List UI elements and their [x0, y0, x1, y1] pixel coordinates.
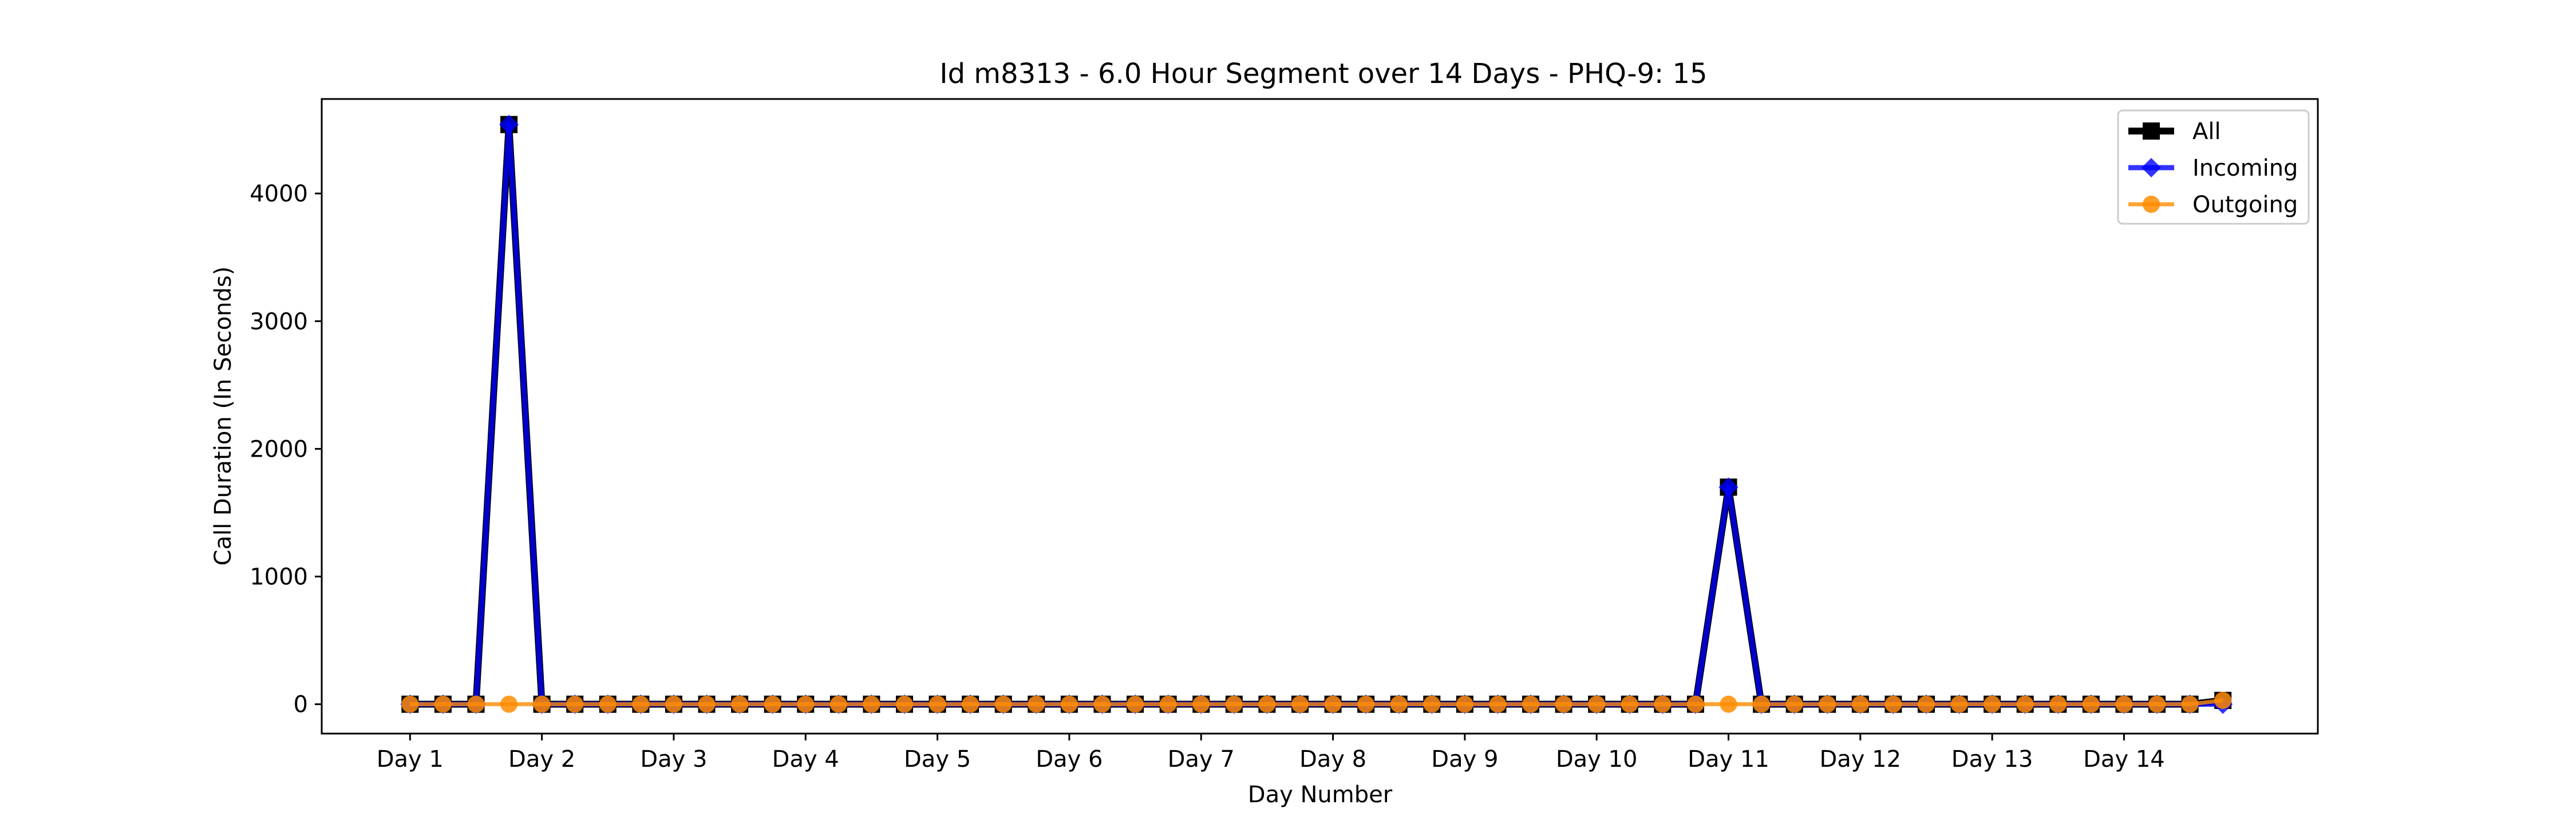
data-point-outgoing [1324, 695, 1342, 713]
x-tick-label: Day 10 [1556, 746, 1638, 772]
x-tick-label: Day 3 [640, 746, 707, 772]
x-axis-label: Day Number [1248, 782, 1393, 808]
y-tick-label: 3000 [250, 308, 308, 335]
data-point-outgoing [1720, 695, 1737, 713]
y-axis: 0 1000 2000 3000 4000 [250, 181, 322, 718]
data-point-incoming [1718, 477, 1739, 497]
data-point-outgoing [1456, 695, 1473, 713]
data-point-outgoing [1390, 695, 1408, 713]
data-point-outgoing [1423, 695, 1441, 713]
data-point-outgoing [1192, 695, 1210, 713]
legend-marker [2143, 122, 2160, 140]
data-point-outgoing [1588, 695, 1606, 713]
y-tick-label: 0 [294, 692, 308, 718]
y-tick-label: 4000 [250, 181, 308, 207]
data-point-outgoing [467, 695, 485, 713]
series-layer [400, 114, 2233, 714]
legend-label: All [2192, 118, 2221, 145]
data-point-outgoing [2181, 695, 2199, 713]
plot-frame [321, 98, 2319, 735]
data-point-outgoing [1060, 695, 1078, 713]
data-point-outgoing [2115, 695, 2133, 713]
data-point-outgoing [1819, 695, 1836, 713]
data-point-outgoing [1357, 695, 1375, 713]
x-tick-label: Day 4 [772, 746, 839, 772]
legend-label: Outgoing [2192, 192, 2298, 218]
data-point-outgoing [2148, 695, 2166, 713]
data-point-outgoing [1258, 695, 1276, 713]
data-point-outgoing [1093, 695, 1111, 713]
legend: All Incoming Outgoing [2117, 109, 2310, 225]
x-tick-label: Day 2 [508, 746, 575, 772]
data-point-outgoing [1984, 695, 2001, 713]
data-point-outgoing [1686, 695, 1704, 713]
data-point-outgoing [1291, 695, 1309, 713]
data-point-outgoing [599, 695, 617, 713]
x-tick-label: Day 8 [1299, 746, 1366, 772]
data-point-outgoing [632, 695, 650, 713]
data-point-outgoing [929, 695, 946, 713]
data-point-outgoing [797, 695, 815, 713]
legend-marker [2143, 196, 2160, 213]
data-point-outgoing [434, 695, 452, 713]
series-outgoing [401, 691, 2232, 713]
data-point-outgoing [1028, 695, 1045, 713]
x-tick-label: Day 9 [1431, 746, 1498, 772]
x-tick-label: Day 13 [1951, 746, 2033, 772]
data-point-outgoing [1127, 695, 1144, 713]
data-point-outgoing [1917, 695, 1935, 713]
data-point-outgoing [533, 695, 551, 713]
data-point-outgoing [863, 695, 880, 713]
data-point-outgoing [1159, 695, 1177, 713]
data-point-outgoing [2214, 691, 2232, 709]
data-point-outgoing [829, 695, 847, 713]
data-point-outgoing [1555, 695, 1573, 713]
legend-entry-incoming: Incoming [2128, 155, 2298, 181]
data-point-outgoing [1884, 695, 1902, 713]
data-point-outgoing [1621, 695, 1638, 713]
data-point-outgoing [566, 695, 584, 713]
data-point-outgoing [1950, 695, 1968, 713]
x-axis: Day 1 Day 2 Day 3 Day 4 Day 5 Day 6 Day 7 Day 8… [377, 734, 2165, 772]
data-point-outgoing [401, 695, 419, 713]
x-tick-label: Day 7 [1168, 746, 1235, 772]
data-point-outgoing [698, 695, 716, 713]
y-axis-label: Call Duration (In Seconds) [210, 267, 236, 566]
data-point-outgoing [1785, 695, 1803, 713]
x-tick-label: Day 5 [904, 746, 971, 772]
data-point-outgoing [764, 695, 781, 713]
x-tick-label: Day 11 [1688, 746, 1769, 772]
data-point-outgoing [1225, 695, 1243, 713]
legend-entry-outgoing: Outgoing [2128, 192, 2298, 218]
legend-label: Incoming [2192, 155, 2298, 181]
y-tick-label: 1000 [250, 564, 308, 591]
data-point-outgoing [731, 695, 749, 713]
data-point-outgoing [896, 695, 914, 713]
chart-title: Id m8313 - 6.0 Hour Segment over 14 Days… [939, 58, 1707, 90]
x-tick-label: Day 6 [1036, 746, 1103, 772]
y-tick-label: 2000 [250, 436, 308, 462]
data-point-outgoing [665, 695, 682, 713]
data-point-outgoing [962, 695, 979, 713]
data-point-outgoing [2016, 695, 2034, 713]
data-point-outgoing [1489, 695, 1507, 713]
data-point-outgoing [994, 695, 1012, 713]
legend-entry-all: All [2128, 118, 2221, 145]
data-point-outgoing [1654, 695, 1672, 713]
data-point-outgoing [1753, 695, 1771, 713]
legend-box [2117, 109, 2310, 225]
data-point-outgoing [500, 695, 518, 713]
data-point-outgoing [2049, 695, 2067, 713]
data-point-outgoing [2082, 695, 2100, 713]
x-tick-label: Day 14 [2083, 746, 2165, 772]
legend-marker [2142, 158, 2161, 177]
data-point-outgoing [1522, 695, 1540, 713]
x-tick-label: Day 12 [1819, 746, 1901, 772]
data-point-outgoing [1851, 695, 1869, 713]
data-point-incoming [499, 114, 519, 134]
x-tick-label: Day 1 [377, 746, 444, 772]
